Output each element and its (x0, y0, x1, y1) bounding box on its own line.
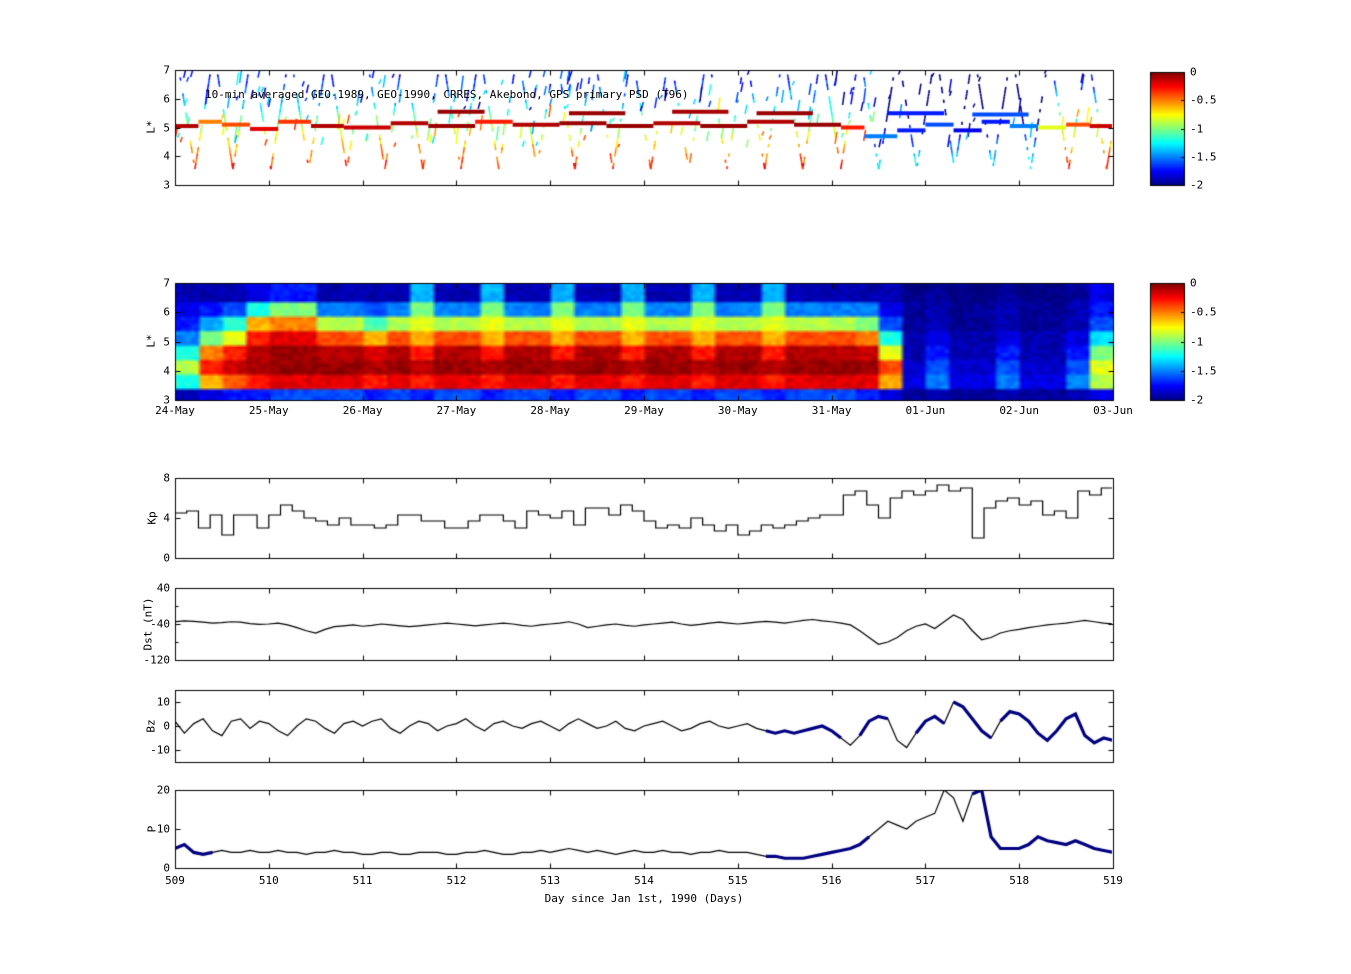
spectrogram-ytick-label: 7 (163, 276, 170, 290)
colorbar-top-tick-label: -1.5 (1190, 150, 1217, 164)
plot-title: 10-min averaged GEO-1989, GEO-1990, CRRE… (205, 88, 689, 101)
spectrogram-ytick-label: 4 (163, 364, 170, 378)
dst-panel (175, 588, 1113, 660)
x-axis-label: Day since Jan 1st, 1990 (Days) (544, 892, 744, 905)
scatter-ytick-label: 7 (163, 63, 170, 77)
p-ytick-label: 0 (163, 861, 170, 875)
date-tick-label: 24-May (155, 404, 195, 417)
day-tick-label: 514 (634, 874, 654, 887)
scatter-ytick-label: 5 (163, 121, 170, 134)
spectrogram-ytick-label: 6 (163, 305, 170, 319)
colorbar-bottom-tick-label: -1.5 (1190, 364, 1217, 378)
kp-ytick-label: 0 (163, 551, 170, 565)
date-tick-label: 29-May (624, 404, 664, 417)
p-ytick-label: 10 (156, 822, 170, 836)
day-tick-label: 519 (1103, 874, 1123, 887)
date-tick-label: 31-May (811, 404, 852, 417)
bz-ytick-label: 10 (156, 695, 170, 709)
colorbar-top-tick-label: -1 (1190, 122, 1204, 135)
colorbar-top-tick-label: -0.5 (1190, 93, 1217, 107)
colorbar-bottom-tick-label: -2 (1190, 393, 1204, 407)
date-tick-label: 02-Jun (999, 404, 1040, 417)
scatter-ytick-label: 4 (163, 149, 170, 163)
date-tick-label: 30-May (717, 404, 758, 417)
day-tick-label: 513 (540, 874, 561, 887)
colorbar-bottom-tick-label: 0 (1190, 276, 1197, 290)
colorbar-top-tick-label: 0 (1190, 65, 1197, 79)
colorbar-bottom (1150, 283, 1184, 400)
spectrogram-ytick-label: 5 (163, 335, 170, 348)
bz-ytick-label: 0 (163, 719, 170, 733)
kp-ytick-label: 4 (163, 511, 170, 525)
p-panel (175, 790, 1113, 868)
colorbar-top-tick-label: -2 (1190, 178, 1204, 192)
date-tick-label: 01-Jun (905, 404, 946, 417)
date-tick-label: 03-Jun (1093, 404, 1133, 417)
spectrogram-ylabel: L* (144, 334, 158, 348)
date-tick-label: 28-May (530, 404, 571, 417)
psd-spectrogram-panel (175, 283, 1113, 400)
date-tick-label: 25-May (248, 404, 289, 417)
bz-panel (175, 690, 1113, 762)
scatter-ytick-label: 6 (163, 92, 170, 106)
scatter-ytick-label: 3 (163, 178, 170, 192)
spectrogram-ytick-label: 3 (163, 393, 170, 407)
colorbar-bottom-tick-label: -1 (1190, 335, 1204, 348)
dst-ytick-label: 40 (156, 581, 170, 595)
kp-ylabel: Kp (145, 511, 159, 525)
dst-ytick-label: -40 (150, 617, 170, 631)
day-tick-label: 515 (727, 874, 748, 887)
colorbar-top (1150, 72, 1184, 185)
day-tick-label: 518 (1009, 874, 1030, 887)
day-tick-label: 517 (915, 874, 936, 887)
colorbar-bottom-tick-label: -0.5 (1190, 305, 1217, 319)
scatter-ylabel: L* (144, 120, 158, 134)
day-tick-label: 516 (821, 874, 842, 887)
day-tick-label: 511 (352, 874, 373, 887)
kp-panel (175, 478, 1113, 558)
date-tick-label: 26-May (342, 404, 383, 417)
p-ytick-label: 20 (156, 783, 170, 797)
day-tick-label: 512 (446, 874, 467, 887)
date-tick-label: 27-May (436, 404, 477, 417)
kp-ytick-label: 8 (163, 471, 170, 485)
day-tick-label: 510 (258, 874, 279, 887)
day-tick-label: 509 (165, 874, 185, 887)
bz-ylabel: Bz (144, 719, 158, 733)
bz-ytick-label: -10 (150, 743, 170, 757)
dst-ytick-label: -120 (143, 653, 171, 667)
